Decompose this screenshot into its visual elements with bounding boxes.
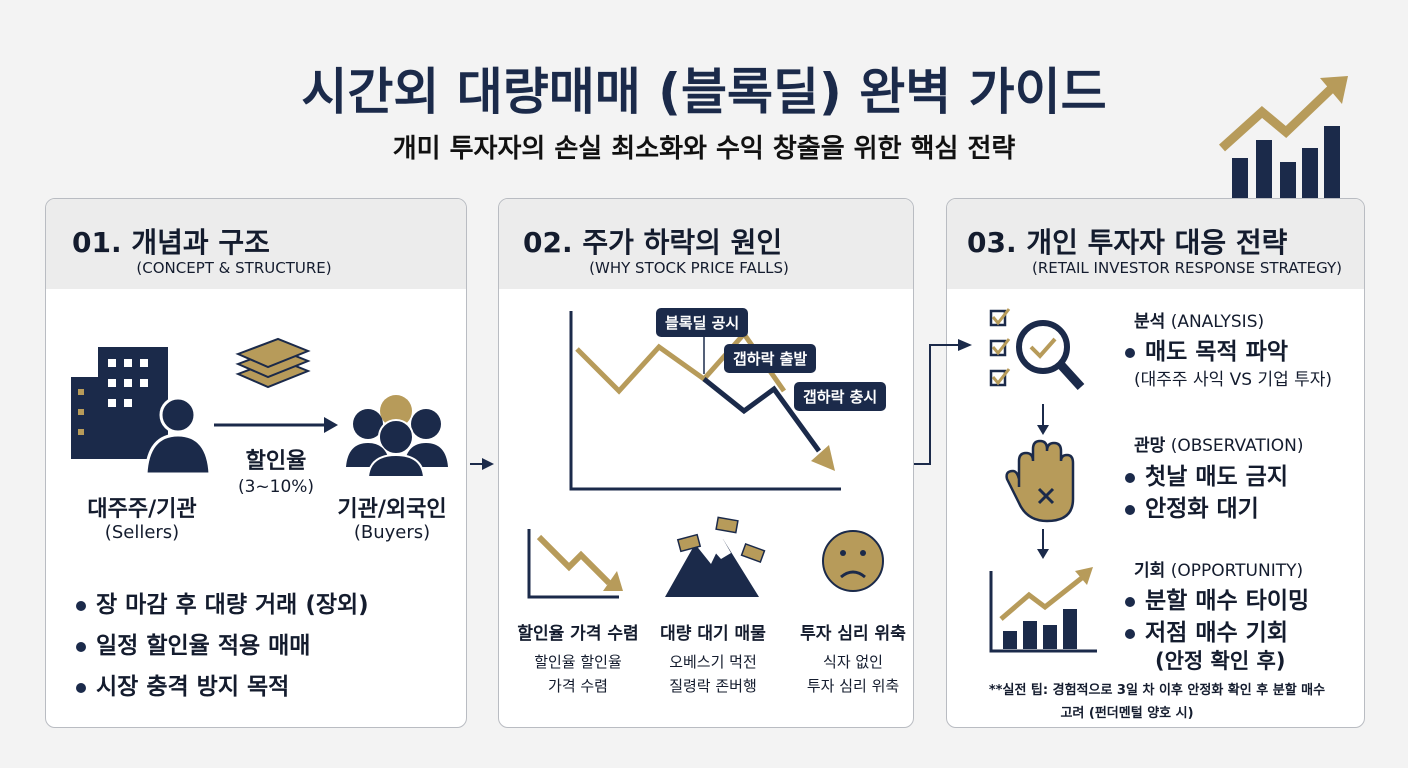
subtitle: 개미 투자자의 손실 최소화와 수익 창출을 위한 핵심 전략	[392, 134, 1016, 164]
fall-illustration	[527, 311, 884, 599]
seller-sub: (Sellers)	[104, 522, 180, 543]
step-item: 분할 매수 타이밍	[1125, 581, 1309, 615]
cause-title: 할인율 가격 수렴	[517, 624, 639, 644]
step-label: 기회 (OPPORTUNITY)	[1134, 556, 1303, 581]
flow-label: 할인율	[245, 449, 307, 474]
step-note: (대주주 사익 VS 기업 투자)	[1134, 370, 1333, 390]
buyer-sub: (Buyers)	[353, 522, 431, 543]
cause-desc: 식자 없인	[823, 653, 883, 671]
cause-title: 투자 심리 위축	[800, 624, 906, 644]
step-sub: (OPPORTUNITY)	[1170, 561, 1304, 581]
callout: 블록딜 공시	[656, 308, 749, 337]
bullet: 장 마감 후 대량 거래 (장외)	[76, 585, 369, 619]
step-name: 기회	[1134, 561, 1166, 581]
panel-header	[499, 199, 913, 289]
step-item: 매도 목적 파악	[1125, 332, 1288, 366]
cause-desc: 오베스기 먹전	[669, 653, 757, 671]
cause-desc: 투자 심리 위축	[806, 677, 900, 695]
step-name: 분석	[1134, 312, 1166, 332]
panel-header	[947, 199, 1364, 289]
step-note: (안정 확인 후)	[1155, 649, 1286, 673]
step-sub: (ANALYSIS)	[1170, 312, 1265, 332]
panel-title: 03. 개인 투자자 대응 전략	[967, 226, 1288, 259]
callout: 갭하락 출발	[724, 344, 817, 373]
cause-title: 대량 대기 매물	[660, 624, 766, 644]
panel-header	[46, 199, 466, 289]
buyer-label: 기관/외국인	[337, 497, 447, 522]
title: 시간외 대량매매 (블록딜) 완벽 가이드	[301, 63, 1107, 121]
cause-desc: 질령락 존버행	[669, 677, 757, 695]
header-chart-icon	[1218, 76, 1348, 198]
step-item: 첫날 매도 금지	[1125, 457, 1288, 491]
panel-title: 01. 개념과 구조	[72, 226, 270, 259]
tip: 고려 (펀더멘털 양호 시)	[1060, 706, 1194, 721]
step-item: 저점 매수 기회	[1125, 613, 1288, 647]
seller-label: 대주주/기관	[87, 497, 197, 522]
strategy-icons	[989, 308, 1097, 653]
step-label: 관망 (OBSERVATION)	[1134, 431, 1303, 456]
panel: 01. 개념과 구조 (CONCEPT & STRUCTURE) 할인율 (3~…	[45, 198, 467, 728]
step-item: 안정화 대기	[1125, 489, 1259, 523]
callout: 갭하락 충시	[794, 382, 887, 411]
tip: **실전 팁: 경험적으로 3일 차 이후 안정화 확인 후 분할 매수	[988, 683, 1326, 698]
concept-icons	[71, 337, 448, 478]
panel: 02. 주가 하락의 원인 (WHY STOCK PRICE FALLS) 블록…	[498, 198, 914, 728]
bullet: 시장 충격 방지 목적	[76, 667, 289, 701]
panel-title: 02. 주가 하락의 원인	[523, 226, 783, 259]
cause-desc: 할인율 할인율	[534, 653, 622, 671]
step-sub: (OBSERVATION)	[1170, 436, 1304, 456]
flow-sub: (3~10%)	[237, 477, 315, 497]
bullet: 일정 할인율 적용 매매	[76, 626, 310, 660]
panel: 03. 개인 투자자 대응 전략 (RETAIL INVESTOR RESPON…	[946, 198, 1365, 728]
step-label: 분석 (ANALYSIS)	[1134, 307, 1264, 332]
cause-desc: 가격 수렴	[548, 677, 608, 695]
panel-subtitle: (WHY STOCK PRICE FALLS)	[589, 259, 789, 277]
panel-subtitle: (CONCEPT & STRUCTURE)	[136, 259, 332, 277]
step-name: 관망	[1134, 436, 1166, 456]
panel-subtitle: (RETAIL INVESTOR RESPONSE STRATEGY)	[1031, 259, 1343, 277]
